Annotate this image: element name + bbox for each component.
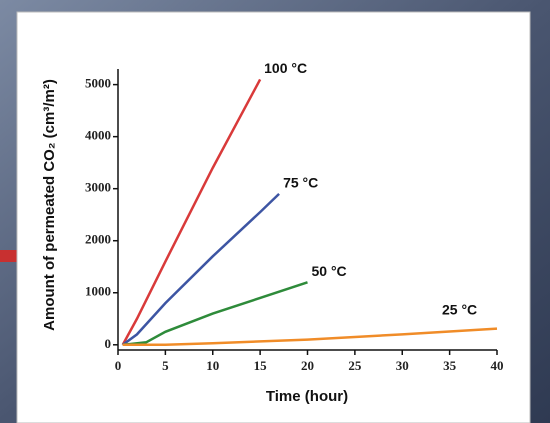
series-label: 25 °C [442, 301, 477, 317]
x-tick-label: 30 [396, 358, 409, 373]
x-tick-label: 25 [348, 358, 362, 373]
x-axis-label: Time (hour) [266, 388, 348, 405]
y-tick-label: 1000 [85, 284, 111, 299]
series-line [121, 78, 262, 346]
series-line [122, 327, 498, 347]
x-tick-label: 40 [491, 358, 504, 373]
series-label: 50 °C [312, 263, 347, 279]
chart-panel [16, 11, 531, 423]
y-tick-label: 0 [105, 336, 112, 351]
series-line [121, 192, 280, 346]
series-label: 100 °C [264, 60, 307, 76]
y-tick-label: 4000 [85, 128, 111, 143]
series-line [122, 281, 308, 347]
x-tick-label: 35 [443, 358, 457, 373]
x-tick-label: 5 [162, 358, 169, 373]
y-tick-label: 5000 [85, 76, 111, 91]
y-tick-label: 3000 [85, 180, 111, 195]
y-tick-label: 2000 [85, 232, 111, 247]
series-label: 75 °C [283, 175, 318, 191]
x-tick-label: 20 [301, 358, 314, 373]
x-tick-label: 15 [254, 358, 268, 373]
x-tick-label: 0 [115, 358, 122, 373]
y-axis-label: Amount of permeated CO₂ (cm³/m²) [41, 79, 58, 331]
x-tick-label: 10 [206, 358, 219, 373]
background-accent [0, 250, 17, 262]
